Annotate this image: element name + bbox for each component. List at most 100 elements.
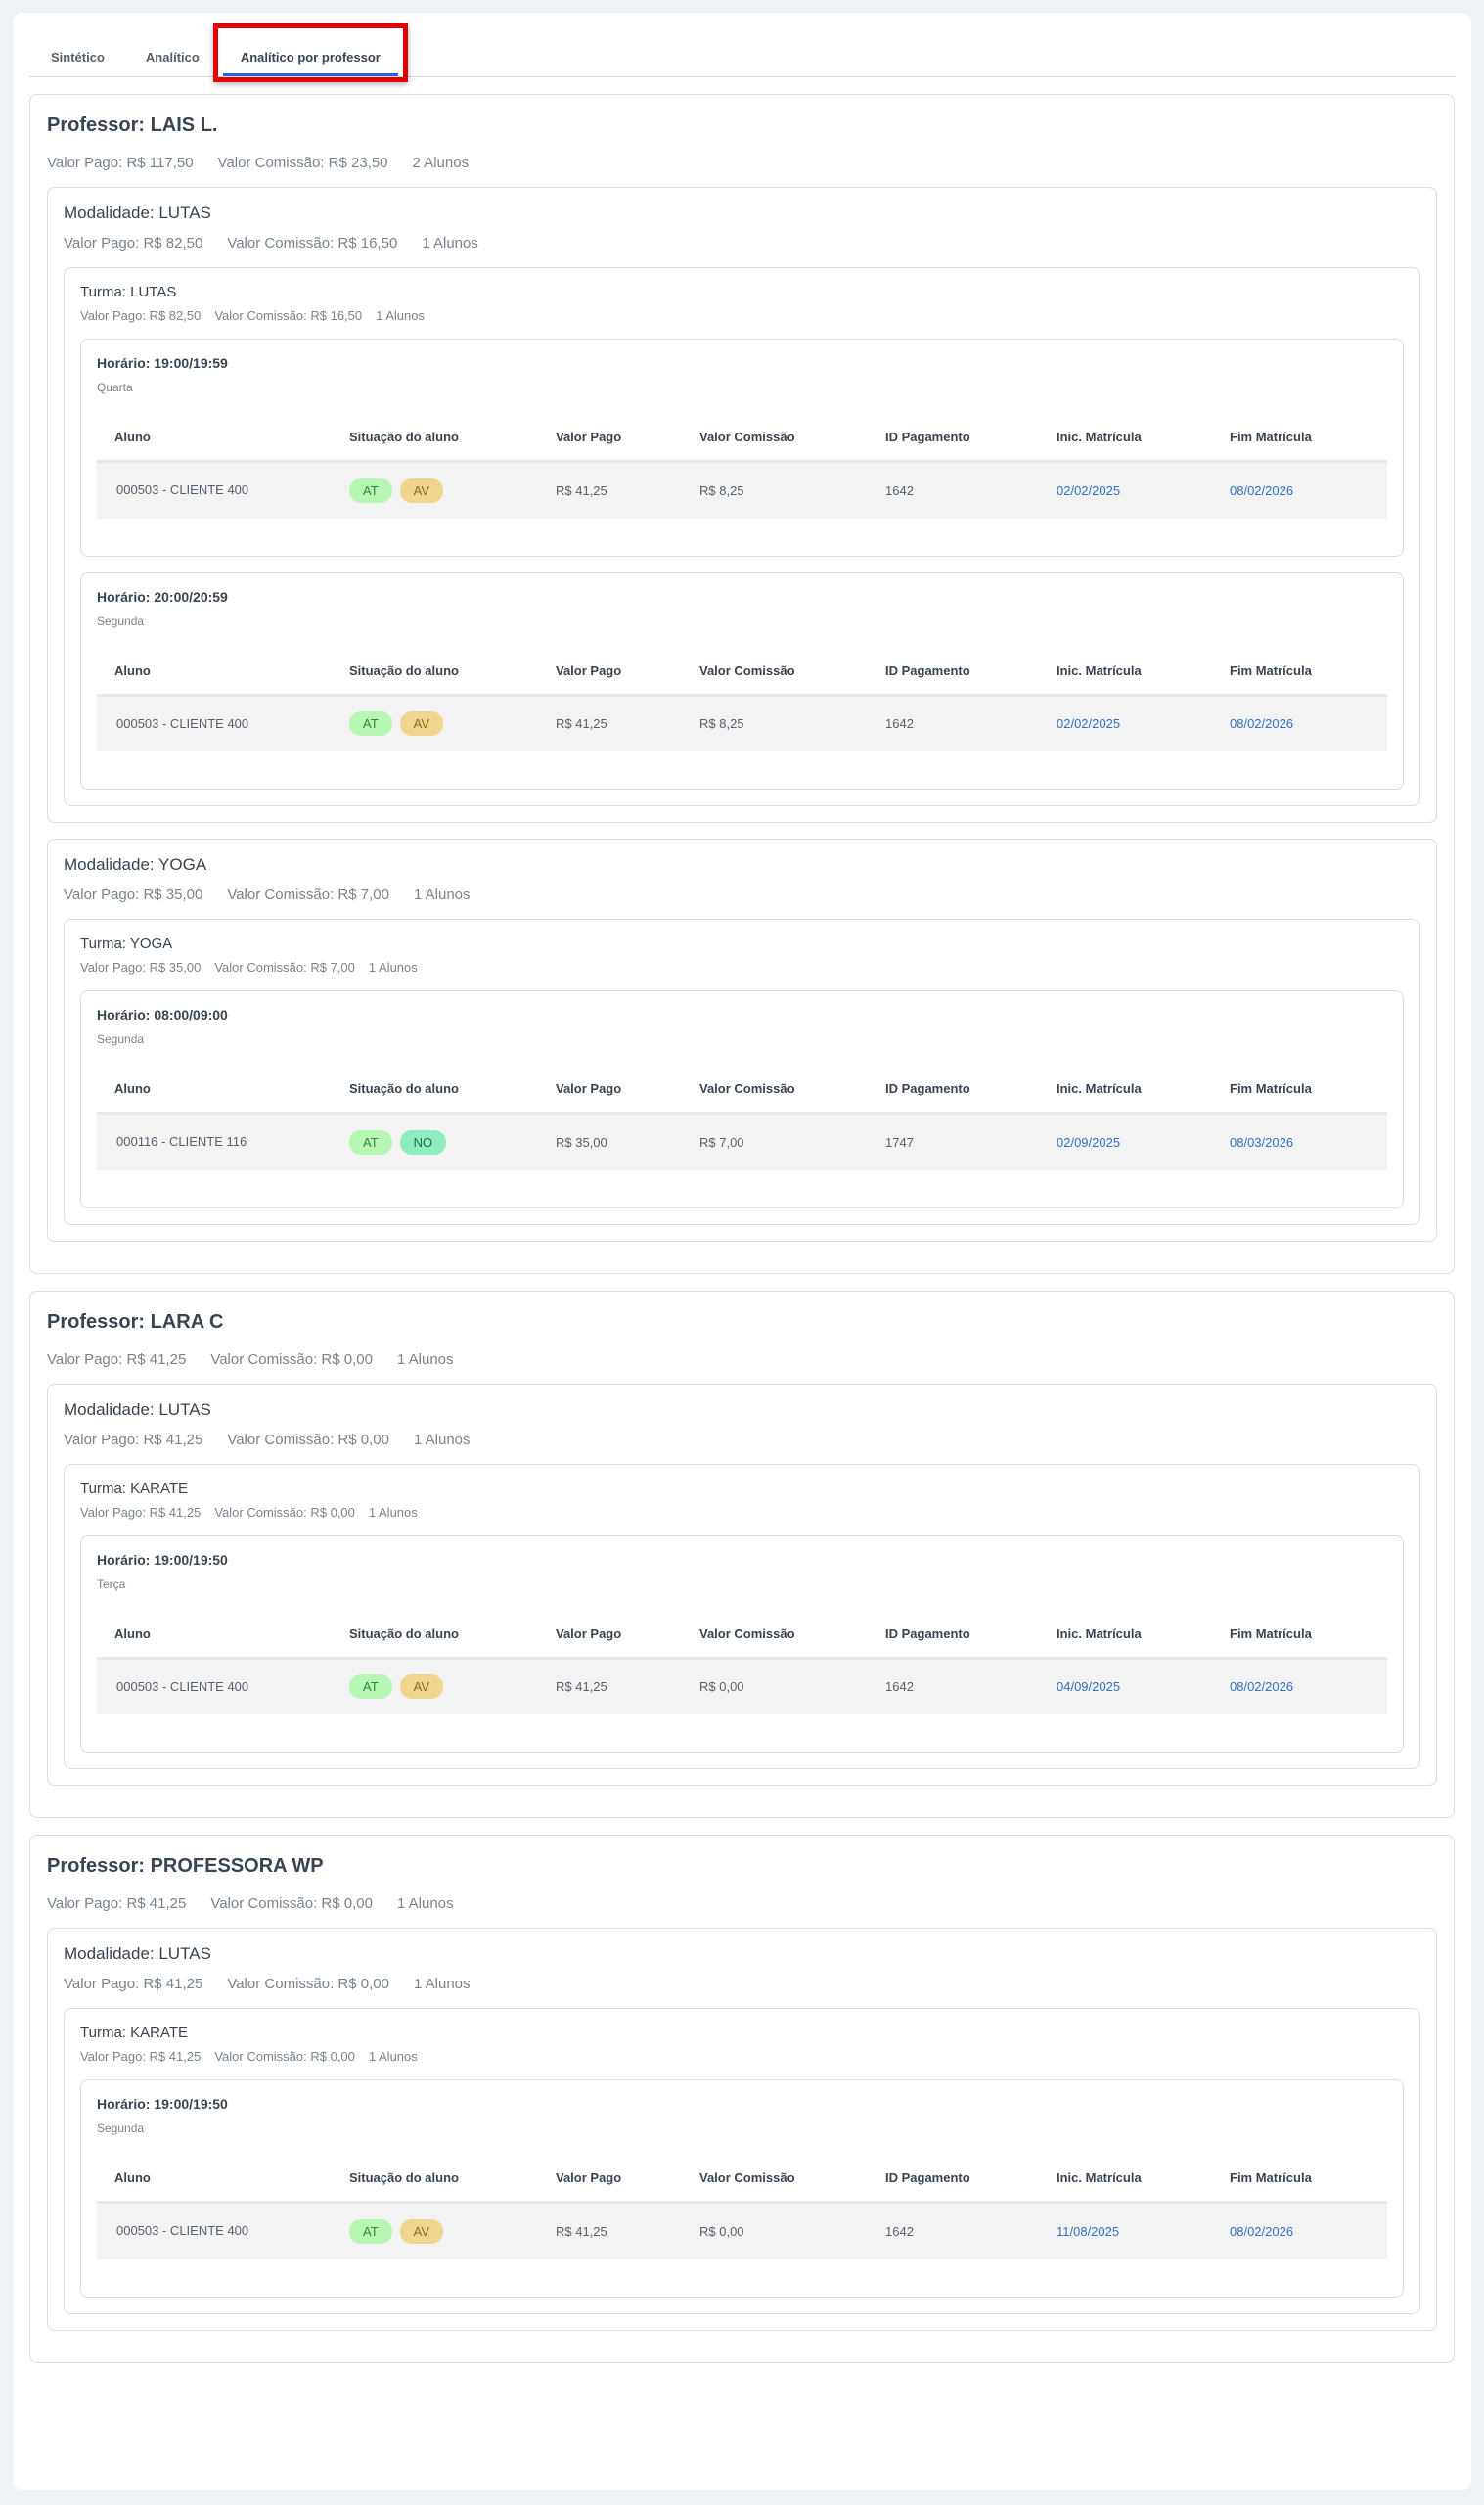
- table-row: 000503 - CLIENTE 400 AT AV R$ 41,25 R$ 0,00 1…: [97, 1658, 1387, 1714]
- horario-card: Horário: 08:00/09:00 Segunda Aluno Situação…: [80, 990, 1404, 1208]
- valor-pago-cell: R$ 35,00: [538, 1113, 682, 1170]
- table-header-row: Aluno Situação do aluno Valor Pago Valor Co…: [97, 1081, 1387, 1115]
- fim-cell: 08/03/2026: [1212, 1113, 1387, 1170]
- fim-matricula-link[interactable]: 08/02/2026: [1230, 2223, 1294, 2239]
- valor-comissao: Valor Comissão: R$ 0,00: [214, 2049, 355, 2064]
- valor-pago: Valor Pago: R$ 117,50: [47, 155, 194, 171]
- column-header: Fim Matrícula: [1212, 430, 1387, 463]
- valor-pago-cell: R$ 41,25: [538, 461, 682, 519]
- horario-card: Horário: 19:00/19:59 Quarta Aluno Situação …: [80, 339, 1404, 557]
- students-table: Aluno Situação do aluno Valor Pago Valor Co…: [97, 1625, 1387, 1714]
- valor-comissao: Valor Comissão: R$ 7,00: [214, 960, 355, 975]
- situacao-cell: AT AV: [332, 695, 538, 752]
- inicio-cell: 02/02/2025: [1039, 695, 1212, 752]
- status-badge: AV: [399, 478, 444, 503]
- tab-sintético[interactable]: Sintético: [51, 50, 105, 65]
- column-header: ID Pagamento: [868, 1625, 1039, 1660]
- column-header: Inic. Matrícula: [1039, 1625, 1212, 1660]
- inicio-matricula-link[interactable]: 02/02/2025: [1057, 482, 1121, 498]
- fim-matricula-link[interactable]: 08/02/2026: [1230, 482, 1294, 498]
- modalidade-card: Modalidade: LUTAS Valor Pago: R$ 82,50 Val…: [47, 187, 1437, 823]
- aluno-cell: 000503 - CLIENTE 400: [97, 695, 332, 752]
- column-header: Inic. Matrícula: [1039, 1081, 1212, 1115]
- alunos-count: 1 Alunos: [376, 308, 425, 323]
- column-header: Fim Matrícula: [1212, 662, 1387, 697]
- inicio-matricula-link[interactable]: 11/08/2025: [1057, 2223, 1120, 2239]
- professor-title: Professor: LAIS L.: [47, 114, 218, 136]
- turma-card: Turma: KARATE Valor Pago: R$ 41,25 Valor C…: [64, 2008, 1420, 2314]
- situacao-cell: AT AV: [332, 2202, 538, 2259]
- column-header: ID Pagamento: [868, 1081, 1039, 1115]
- students-table: Aluno Situação do aluno Valor Pago Valor Co…: [97, 430, 1387, 519]
- summary: Valor Pago: R$ 41,25 Valor Comissão: R$ 0…: [47, 1351, 1437, 1368]
- valor-comissao: Valor Comissão: R$ 7,00: [227, 887, 389, 903]
- alunos-count: 1 Alunos: [368, 960, 418, 975]
- column-header: Valor Comissão: [682, 430, 868, 463]
- horario-day: Quarta: [97, 381, 133, 394]
- valor-comissao: Valor Comissão: R$ 0,00: [227, 1976, 389, 1992]
- valor-comissao: Valor Comissão: R$ 0,00: [210, 1895, 373, 1912]
- valor-comissao: Valor Comissão: R$ 0,00: [227, 1431, 389, 1448]
- column-header: Fim Matrícula: [1212, 1081, 1387, 1115]
- situacao-cell: AT AV: [332, 461, 538, 519]
- column-header: Inic. Matrícula: [1039, 430, 1212, 463]
- students-table: Aluno Situação do aluno Valor Pago Valor Co…: [97, 1081, 1387, 1170]
- horario-day: Terça: [97, 1576, 126, 1591]
- fim-matricula-link[interactable]: 08/03/2026: [1230, 1134, 1294, 1150]
- valor-pago: Valor Pago: R$ 41,25: [47, 1895, 187, 1912]
- table-header-row: Aluno Situação do aluno Valor Pago Valor Co…: [97, 662, 1387, 697]
- column-header: Valor Pago: [538, 1081, 682, 1115]
- valor-pago: Valor Pago: R$ 41,25: [47, 1350, 187, 1368]
- fim-matricula-link[interactable]: 08/02/2026: [1230, 1679, 1294, 1695]
- turma-title: Turma: LUTAS: [80, 284, 177, 300]
- valor-pago: Valor Pago: R$ 41,25: [80, 1504, 202, 1520]
- status-badge: AV: [399, 711, 444, 737]
- column-header: Valor Comissão: [682, 662, 868, 697]
- aluno-cell: 000503 - CLIENTE 400: [97, 1658, 332, 1714]
- column-header: Situação do aluno: [332, 1625, 538, 1660]
- professor-card: Professor: LAIS L. Valor Pago: R$ 117,50 V…: [29, 94, 1455, 1274]
- valor-comissao-cell: R$ 0,00: [682, 1658, 868, 1714]
- column-header: Inic. Matrícula: [1039, 662, 1212, 697]
- table-header-row: Aluno Situação do aluno Valor Pago Valor Co…: [97, 430, 1387, 463]
- aluno-cell: 000116 - CLIENTE 116: [97, 1113, 332, 1170]
- column-header: Aluno: [97, 430, 332, 463]
- inicio-matricula-link[interactable]: 04/09/2025: [1057, 1679, 1121, 1695]
- alunos-count: 1 Alunos: [413, 1976, 471, 1992]
- id-pagamento-cell: 1642: [868, 695, 1039, 752]
- alunos-count: 1 Alunos: [422, 235, 478, 251]
- valor-comissao-cell: R$ 8,25: [682, 461, 868, 519]
- horario-card: Horário: 19:00/19:50 Segunda Aluno Situação…: [80, 2079, 1404, 2298]
- column-header: Situação do aluno: [332, 1081, 538, 1115]
- students-table: Aluno Situação do aluno Valor Pago Valor Co…: [97, 662, 1387, 752]
- tab-analítico[interactable]: Analítico: [145, 50, 200, 65]
- column-header: Situação do aluno: [332, 662, 538, 697]
- column-header: Fim Matrícula: [1212, 1625, 1387, 1660]
- table-row: 000116 - CLIENTE 116 AT NO R$ 35,00 R$ 7,00 1…: [97, 1113, 1387, 1170]
- horario-day: Segunda: [97, 1032, 145, 1046]
- inicio-matricula-link[interactable]: 02/09/2025: [1057, 1134, 1121, 1150]
- table-header-row: Aluno Situação do aluno Valor Pago Valor Co…: [97, 1625, 1387, 1660]
- tab-analítico-por-professor[interactable]: Analítico por professor: [212, 23, 408, 82]
- status-badge: AT: [349, 478, 392, 503]
- inicio-matricula-link[interactable]: 02/02/2025: [1057, 716, 1121, 732]
- summary: Valor Pago: R$ 41,25 Valor Comissão: R$ 0…: [47, 1895, 1437, 1912]
- table-row: 000503 - CLIENTE 400 AT AV R$ 41,25 R$ 0,00 1…: [97, 2202, 1387, 2259]
- alunos-count: 1 Alunos: [396, 1350, 454, 1368]
- situacao-cell: AT NO: [332, 1113, 538, 1170]
- fim-matricula-link[interactable]: 08/02/2026: [1230, 716, 1294, 732]
- horario-title: Horário: 19:00/19:50: [97, 2096, 228, 2112]
- summary: Valor Pago: R$ 82,50 Valor Comissão: R$ 1…: [80, 308, 1404, 323]
- professor-title: Professor: LARA C: [47, 1310, 224, 1333]
- summary: Valor Pago: R$ 82,50 Valor Comissão: R$ 1…: [64, 235, 1420, 251]
- column-header: Aluno: [97, 2170, 332, 2204]
- summary: Valor Pago: R$ 35,00 Valor Comissão: R$ 7…: [64, 887, 1420, 903]
- horario-title: Horário: 08:00/09:00: [97, 1007, 228, 1023]
- fim-cell: 08/02/2026: [1212, 1658, 1387, 1714]
- professor-card: Professor: LARA C Valor Pago: R$ 41,25 Val…: [29, 1290, 1455, 1818]
- column-header: Aluno: [97, 1625, 332, 1660]
- id-pagamento-cell: 1642: [868, 1658, 1039, 1714]
- inicio-cell: 11/08/2025: [1039, 2202, 1212, 2259]
- aluno-cell: 000503 - CLIENTE 400: [97, 2202, 332, 2259]
- column-header: Valor Comissão: [682, 1625, 868, 1660]
